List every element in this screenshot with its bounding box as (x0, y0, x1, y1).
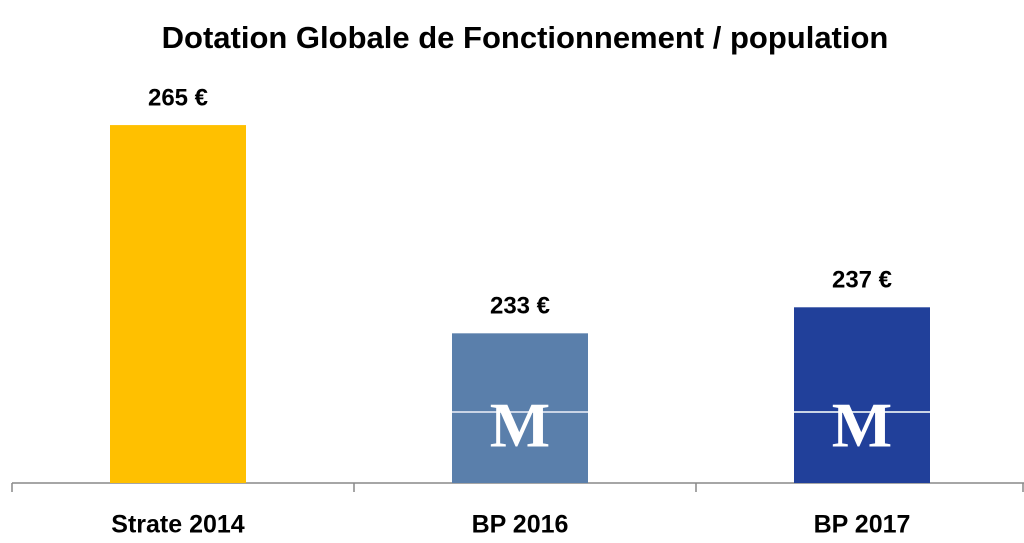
x-tick-label: BP 2017 (814, 511, 911, 539)
value-label: 237 € (832, 267, 892, 294)
logo: M (832, 390, 892, 461)
bar (794, 307, 930, 483)
logo: M (490, 390, 550, 461)
value-label: 233 € (490, 293, 550, 320)
value-label: 265 € (148, 84, 208, 111)
x-tick-label: BP 2016 (472, 511, 569, 539)
bar (452, 333, 588, 483)
bar (110, 125, 246, 484)
chart-title: Dotation Globale de Fonctionnement / pop… (162, 20, 889, 55)
x-tick-label: Strate 2014 (111, 511, 245, 539)
